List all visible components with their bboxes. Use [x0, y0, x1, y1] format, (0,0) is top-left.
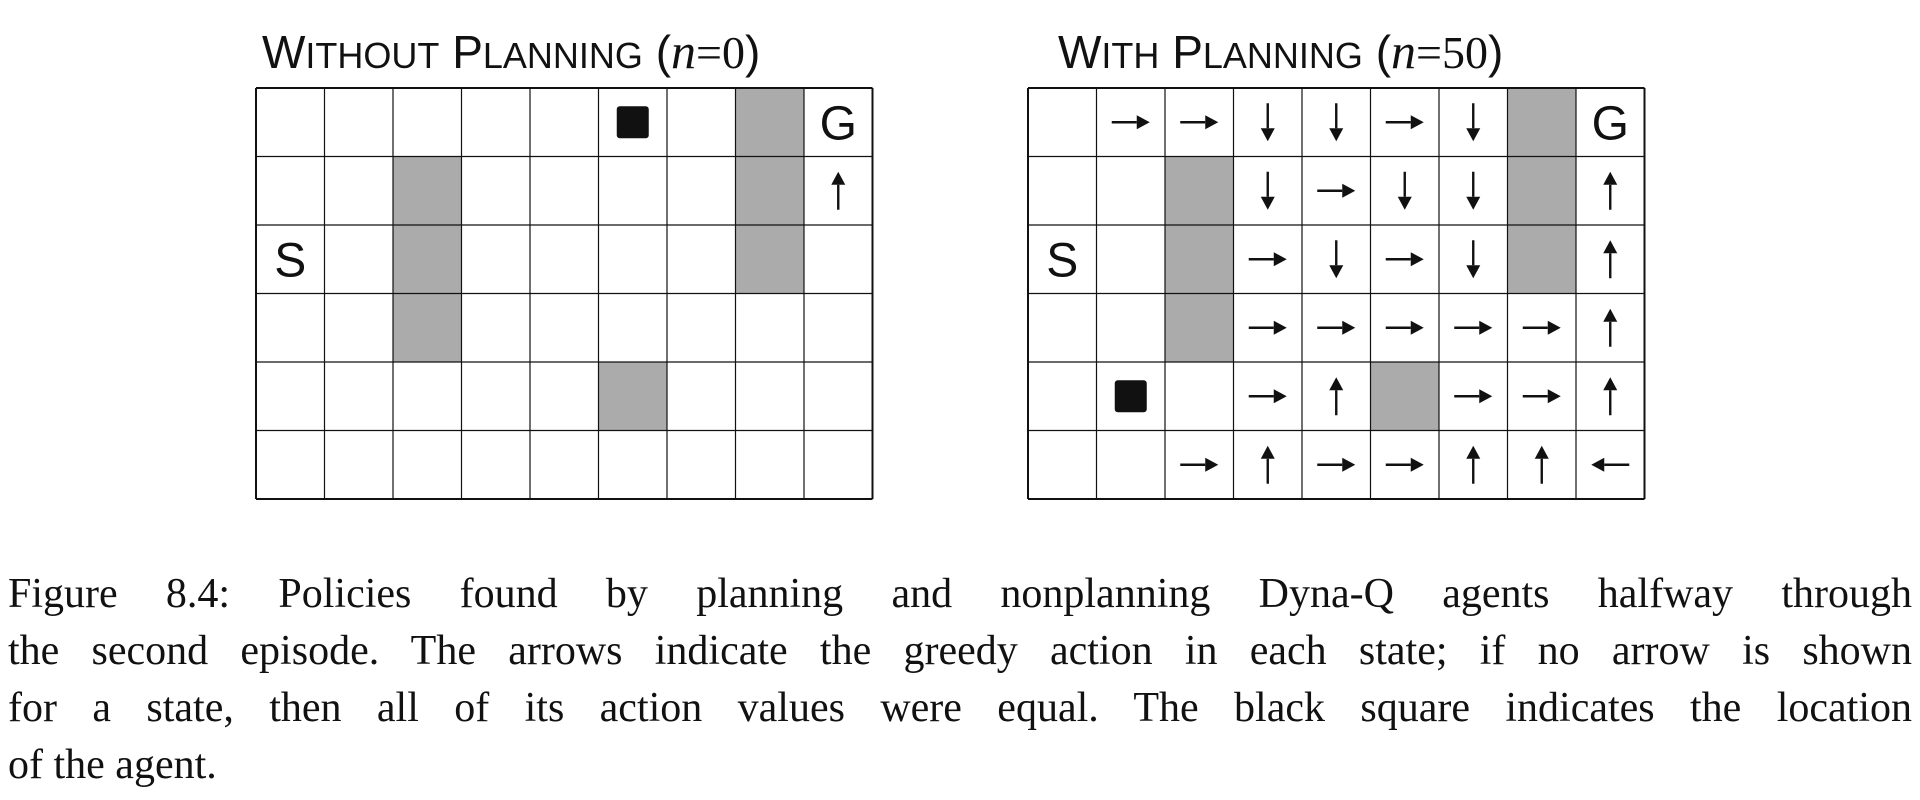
wall-cell: [735, 225, 804, 294]
arrow-right-icon: [1180, 457, 1219, 472]
arrow-down-icon: [1466, 240, 1481, 279]
wall-cell: [393, 156, 462, 225]
start-label: S: [1046, 234, 1078, 287]
arrow-right-icon: [1385, 252, 1424, 267]
arrow-right-icon: [1317, 320, 1356, 335]
arrow-right-icon: [1454, 320, 1493, 335]
gridworld-without-planning: SG: [255, 87, 874, 500]
wall-cell: [393, 293, 462, 362]
arrow-right-icon: [1522, 320, 1561, 335]
arrow-down-icon: [1466, 171, 1481, 210]
wall-cell: [1165, 225, 1234, 294]
arrow-right-icon: [1454, 389, 1493, 404]
arrow-up-icon: [1603, 240, 1618, 279]
goal-label: G: [820, 97, 857, 150]
arrow-up-icon: [1329, 377, 1344, 416]
start-label: S: [274, 234, 306, 287]
wall-cell: [1370, 362, 1439, 431]
arrow-up-icon: [1603, 171, 1618, 210]
agent-square: [616, 106, 649, 139]
arrow-right-icon: [1385, 457, 1424, 472]
wall-cell: [1507, 88, 1576, 157]
gridworld-with-planning: SG: [1027, 87, 1646, 500]
arrow-right-icon: [1111, 115, 1150, 130]
arrow-right-icon: [1248, 320, 1287, 335]
wall-cell: [735, 88, 804, 157]
panel-title-with-planning: WITH PLANNING (n=50): [1058, 23, 1504, 79]
caption-line: for a state, then all of its action valu…: [8, 685, 1912, 731]
arrow-up-icon: [1603, 377, 1618, 416]
arrow-right-icon: [1248, 389, 1287, 404]
wall-cell: [1165, 156, 1234, 225]
arrow-right-icon: [1522, 389, 1561, 404]
caption-line: the second episode. The arrows indicate …: [8, 628, 1912, 674]
arrow-down-icon: [1329, 240, 1344, 279]
arrow-right-icon: [1180, 115, 1219, 130]
wall-cell: [393, 225, 462, 294]
arrow-down-icon: [1260, 103, 1275, 142]
arrow-right-icon: [1317, 183, 1356, 198]
wall-cell: [1507, 156, 1576, 225]
arrow-right-icon: [1385, 320, 1424, 335]
arrow-down-icon: [1260, 171, 1275, 210]
arrow-down-icon: [1397, 171, 1412, 210]
arrow-up-icon: [1260, 445, 1275, 484]
panel-title-without-planning: WITHOUT PLANNING (n=0): [262, 23, 761, 79]
wall-cell: [1507, 225, 1576, 294]
arrow-right-icon: [1248, 252, 1287, 267]
arrow-up-icon: [1466, 445, 1481, 484]
caption-line: Figure 8.4: Policies found by planning a…: [8, 571, 1912, 617]
arrow-up-icon: [1603, 308, 1618, 347]
wall-cell: [735, 156, 804, 225]
arrow-left-icon: [1591, 457, 1630, 472]
arrow-up-icon: [831, 171, 846, 210]
arrow-down-icon: [1329, 103, 1344, 142]
wall-cell: [1165, 293, 1234, 362]
arrow-right-icon: [1385, 115, 1424, 130]
wall-cell: [598, 362, 667, 431]
caption-line: of the agent.: [8, 742, 217, 788]
arrow-up-icon: [1534, 445, 1549, 484]
goal-label: G: [1592, 97, 1629, 150]
figure-caption: Figure 8.4: Policies found by planning a…: [8, 566, 1912, 794]
agent-square: [1114, 380, 1147, 413]
arrow-down-icon: [1466, 103, 1481, 142]
arrow-right-icon: [1317, 457, 1356, 472]
